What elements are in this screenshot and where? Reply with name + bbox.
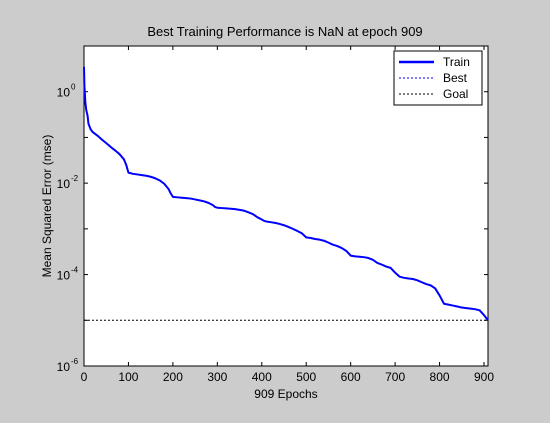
x-tick-label: 0 (81, 370, 88, 384)
series-train-line (83, 66, 489, 321)
legend-label-goal: Goal (443, 87, 468, 101)
y-tick-exponent: -2 (71, 174, 79, 183)
y-tick-exponent: -6 (71, 357, 79, 366)
x-tick-label: 400 (252, 370, 272, 384)
x-tick-label: 100 (118, 370, 138, 384)
legend-label-best: Best (443, 71, 468, 85)
x-tick-label: 300 (207, 370, 227, 384)
y-tick-exponent: -4 (71, 266, 79, 275)
chart-title: Best Training Performance is NaN at epoc… (147, 24, 422, 39)
y-tick-exponent: 0 (71, 83, 76, 92)
x-axis-title: 909 Epochs (254, 387, 317, 401)
y-tick-label: 10 (57, 360, 71, 374)
x-tick-label: 500 (296, 370, 316, 384)
y-tick-label: 10 (57, 177, 71, 191)
legend-label-train: Train (443, 55, 470, 69)
series-layer (83, 66, 489, 321)
legend: Train Best Goal (393, 50, 483, 106)
x-axis: 0 100 200 300 400 500 600 700 800 900 (81, 46, 494, 384)
x-tick-label: 800 (430, 370, 450, 384)
x-tick-label: 600 (341, 370, 361, 384)
y-tick-label: 10 (57, 86, 71, 100)
x-tick-label: 700 (385, 370, 405, 384)
y-axis-title: Mean Squared Error (mse) (40, 135, 54, 278)
y-tick-label: 10 (57, 269, 71, 283)
x-tick-label: 200 (163, 370, 183, 384)
x-tick-label: 900 (474, 370, 494, 384)
